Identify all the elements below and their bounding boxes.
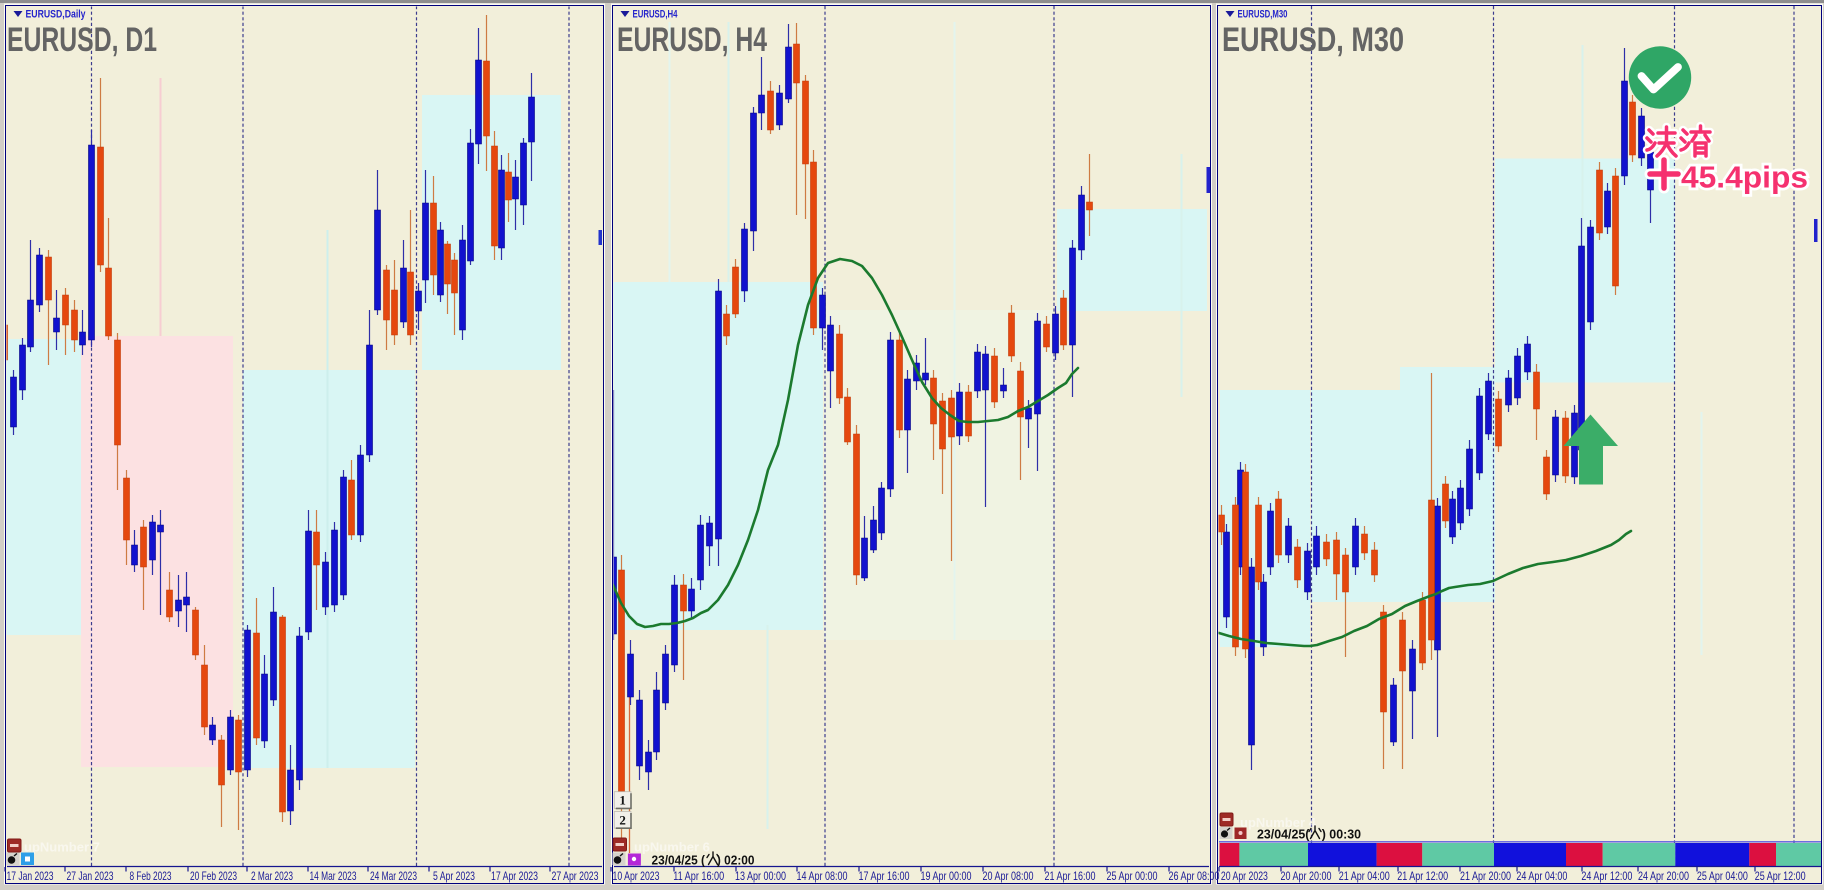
svg-text:14 Apr 08:00: 14 Apr 08:00 — [797, 869, 848, 883]
svg-text:EURUSD, H4: EURUSD, H4 — [617, 21, 767, 59]
svg-text:2: 2 — [619, 813, 626, 828]
svg-text:27 Apr 2023: 27 Apr 2023 — [552, 869, 599, 883]
svg-text:2 Mar 2023: 2 Mar 2023 — [251, 869, 293, 883]
svg-text:20 Apr 20:00: 20 Apr 20:00 — [1281, 869, 1332, 883]
svg-text:23/04/25( ) 00:30: 23/04/25( ) 00:30 — [1257, 828, 1361, 842]
svg-text:EURUSD,Daily: EURUSD,Daily — [26, 9, 87, 21]
svg-text:17 Apr 16:00: 17 Apr 16:00 — [859, 869, 910, 883]
svg-text:20 Apr 2023: 20 Apr 2023 — [1221, 869, 1268, 883]
svg-text:25 Apr 00:00: 25 Apr 00:00 — [1107, 869, 1158, 883]
svg-text:5 Apr 2023: 5 Apr 2023 — [433, 869, 475, 883]
svg-text:upNumber 7: upNumber 7 — [24, 840, 100, 855]
svg-text:21 Apr 04:00: 21 Apr 04:00 — [1339, 869, 1390, 883]
svg-text:EURUSD, D1: EURUSD, D1 — [7, 21, 157, 59]
svg-text:17 Apr 2023: 17 Apr 2023 — [491, 869, 538, 883]
svg-text:13 Apr 00:00: 13 Apr 00:00 — [735, 869, 786, 883]
svg-text:upNumber 4: upNumber 4 — [1240, 815, 1317, 830]
svg-text:25 Apr 12:00: 25 Apr 12:00 — [1755, 869, 1806, 883]
svg-text:14 Mar 2023: 14 Mar 2023 — [310, 869, 357, 883]
svg-text:10 Apr 2023: 10 Apr 2023 — [613, 869, 660, 883]
svg-text:45.4pips: 45.4pips — [1681, 160, 1808, 195]
svg-text:20 Feb 2023: 20 Feb 2023 — [190, 869, 237, 883]
svg-text:11 Apr 16:00: 11 Apr 16:00 — [673, 869, 724, 883]
svg-text:8 Feb 2023: 8 Feb 2023 — [130, 869, 172, 883]
svg-text:20 Apr 08:00: 20 Apr 08:00 — [983, 869, 1034, 883]
svg-text:21 Apr 12:00: 21 Apr 12:00 — [1397, 869, 1448, 883]
svg-text:21 Apr 20:00: 21 Apr 20:00 — [1460, 869, 1511, 883]
svg-text:1: 1 — [619, 793, 626, 808]
svg-text:23/04/25 ( ) 02:00: 23/04/25 ( ) 02:00 — [652, 854, 755, 868]
svg-text:21 Apr 16:00: 21 Apr 16:00 — [1045, 869, 1096, 883]
svg-text:24 Apr 04:00: 24 Apr 04:00 — [1516, 869, 1567, 883]
svg-text:24 Apr 12:00: 24 Apr 12:00 — [1581, 869, 1632, 883]
svg-text:26 Apr 08:00: 26 Apr 08:00 — [1169, 869, 1220, 883]
svg-text:EURUSD,M30: EURUSD,M30 — [1238, 9, 1288, 21]
svg-text:upNumber 6: upNumber 6 — [634, 840, 710, 855]
svg-text:24 Apr 20:00: 24 Apr 20:00 — [1638, 869, 1689, 883]
svg-text:27 Jan 2023: 27 Jan 2023 — [67, 869, 114, 883]
svg-text:17 Jan 2023: 17 Jan 2023 — [7, 869, 54, 883]
svg-text:25 Apr 04:00: 25 Apr 04:00 — [1697, 869, 1748, 883]
svg-text:24 Mar 2023: 24 Mar 2023 — [370, 869, 417, 883]
svg-text:19 Apr 00:00: 19 Apr 00:00 — [921, 869, 972, 883]
svg-text:EURUSD,H4: EURUSD,H4 — [633, 9, 679, 21]
svg-text:EURUSD, M30: EURUSD, M30 — [1222, 21, 1404, 59]
